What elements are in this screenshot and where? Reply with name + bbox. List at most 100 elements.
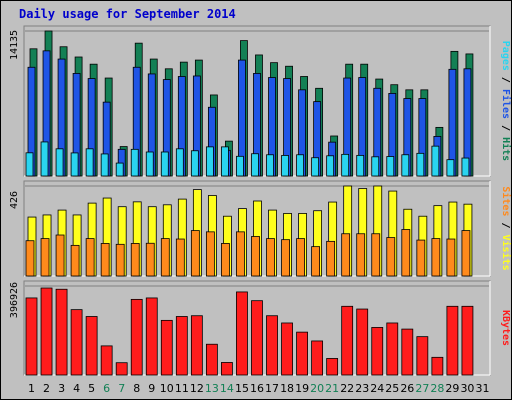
bar-kbytes xyxy=(311,340,324,376)
x-tick-label: 30 xyxy=(460,382,474,395)
bar-sites xyxy=(25,240,35,277)
x-tick-label: 19 xyxy=(295,382,309,395)
panel-1: 14135 Pages / Files / Hits xyxy=(9,25,512,177)
bar-kbytes xyxy=(40,287,53,376)
bar-kbytes xyxy=(281,322,293,376)
x-tick-label: 18 xyxy=(280,382,294,395)
bar-pages xyxy=(221,146,229,177)
bar-pages xyxy=(446,159,455,177)
bar-kbytes xyxy=(115,362,128,376)
x-tick-label: 26 xyxy=(400,382,414,395)
bar-kbytes xyxy=(326,358,339,376)
bar-pages xyxy=(175,148,184,177)
x-tick-label: 23 xyxy=(355,382,369,395)
bar-sites xyxy=(205,231,215,277)
bar-kbytes xyxy=(25,297,38,376)
bar-pages xyxy=(115,162,124,177)
y-axis-label-visits: Visits xyxy=(500,235,512,271)
bar-kbytes xyxy=(205,343,218,376)
bar-pages xyxy=(145,151,154,177)
bar-pages xyxy=(205,146,214,177)
bar-kbytes xyxy=(446,305,459,376)
bar-sites xyxy=(40,238,50,277)
bar-kbytes xyxy=(386,322,399,376)
bar-sites xyxy=(296,238,305,277)
x-tick-label: 4 xyxy=(73,382,80,395)
bar-sites xyxy=(221,243,230,277)
bar-sites xyxy=(461,230,471,277)
bar-sites xyxy=(431,238,441,277)
y-axis-label-hits: Hits xyxy=(500,137,512,161)
x-tick-label: 15 xyxy=(235,382,249,395)
bar-kbytes xyxy=(100,345,113,376)
x-tick-label: 20 xyxy=(310,382,324,395)
bar-pages xyxy=(401,154,410,177)
bar-pages xyxy=(386,156,395,177)
y-axis-label-separator: / xyxy=(500,71,511,89)
x-tick-label: 14 xyxy=(220,382,234,395)
y-axis-label-sites: Sites xyxy=(500,186,512,216)
bar-kbytes xyxy=(70,309,83,376)
x-tick-label: 12 xyxy=(190,382,204,395)
bar-sites xyxy=(160,238,170,277)
bar-kbytes xyxy=(401,328,414,376)
bar-kbytes xyxy=(371,327,384,376)
bar-pages xyxy=(100,153,109,177)
chart-title: Daily usage for September 2014 xyxy=(19,7,236,21)
bar-sites xyxy=(341,233,351,277)
bar-sites xyxy=(100,243,110,277)
y-max-label: 14135 xyxy=(9,30,20,60)
bar-sites xyxy=(130,243,140,277)
x-tick-label: 17 xyxy=(265,382,279,395)
y-axis-label: KBytes xyxy=(500,310,511,346)
bar-pages xyxy=(55,148,64,177)
bar-pages xyxy=(431,145,440,177)
bar-kbytes xyxy=(145,297,158,376)
x-tick-label: 3 xyxy=(58,382,65,395)
bar-pages xyxy=(25,152,34,177)
bar-kbytes xyxy=(296,331,308,376)
y-max-label: 426 xyxy=(9,191,20,209)
bar-pages xyxy=(85,148,94,177)
bar-pages xyxy=(190,150,199,177)
bar-kbytes xyxy=(431,356,444,376)
x-tick-label: 9 xyxy=(148,382,155,395)
bar-kbytes xyxy=(175,316,188,376)
bar-pages xyxy=(266,154,274,177)
y-axis-label-files: Files xyxy=(500,89,512,119)
x-tick-label: 22 xyxy=(340,382,354,395)
bar-kbytes xyxy=(266,315,278,376)
bar-sites xyxy=(55,234,65,277)
bar-sites xyxy=(401,229,411,277)
bar-sites xyxy=(236,231,245,277)
x-tick-label: 16 xyxy=(250,382,264,395)
x-tick-label: 5 xyxy=(88,382,95,395)
bar-kbytes xyxy=(130,298,143,376)
bar-sites xyxy=(266,238,275,277)
bar-sites xyxy=(371,233,381,277)
x-tick-label: 2 xyxy=(43,382,50,395)
bar-sites xyxy=(356,233,366,277)
bar-pages xyxy=(356,154,365,177)
bar-sites xyxy=(446,238,456,277)
x-tick-label: 6 xyxy=(103,382,110,395)
bar-sites xyxy=(251,236,260,277)
bar-pages xyxy=(416,152,425,177)
bar-pages xyxy=(296,154,304,177)
x-tick-label: 1 xyxy=(28,382,35,395)
x-tick-label: 8 xyxy=(133,382,140,395)
x-tick-label: 28 xyxy=(430,382,444,395)
x-tick-label: 10 xyxy=(160,382,174,395)
y-axis-label-kbytes: KBytes xyxy=(500,310,511,346)
bar-sites xyxy=(145,242,155,277)
bar-pages xyxy=(341,153,350,177)
bar-sites xyxy=(311,246,321,277)
y-max-label: 396926 xyxy=(9,282,20,318)
y-axis-label-separator: / xyxy=(500,216,511,234)
bar-kbytes xyxy=(416,336,429,376)
bar-sites xyxy=(85,238,95,277)
bar-kbytes xyxy=(251,300,263,376)
y-axis-label: Sites / Visits xyxy=(500,186,512,270)
bar-pages xyxy=(311,157,320,177)
bar-kbytes xyxy=(190,315,203,376)
